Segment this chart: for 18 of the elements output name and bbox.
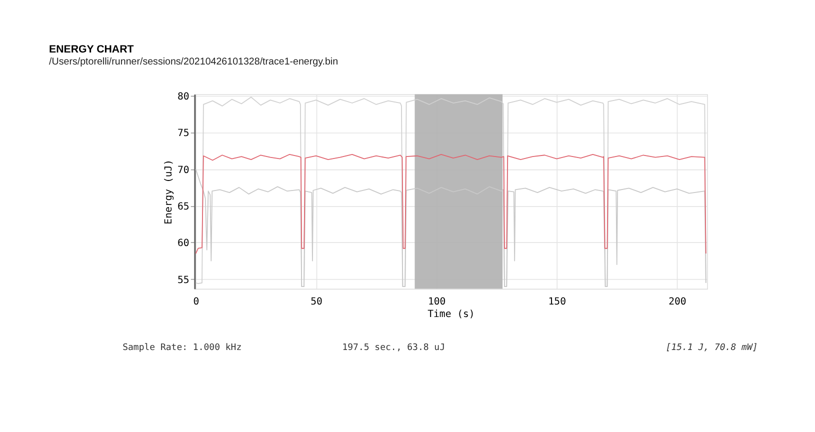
y-tick-label: 60	[177, 238, 190, 250]
x-axis-title: Time (s)	[428, 308, 475, 320]
x-tick-label: 200	[668, 296, 686, 308]
y-tick-label: 65	[177, 201, 190, 212]
x-tick-label: 50	[310, 296, 322, 308]
x-tick-label: 0	[193, 296, 200, 308]
text: ENERGY CHART	[49, 43, 134, 56]
chart-subtitle: /Users/ptorelli/runner/sessions/20210426101328/trace1-energy.bin	[49, 56, 338, 68]
y-tick-label: 55	[177, 274, 190, 286]
y-tick-label: 75	[177, 128, 190, 140]
text: 197.5 sec., 63.8 uJ	[342, 343, 445, 354]
y-tick-label: 80	[177, 91, 190, 102]
text: Sample Rate: 1.000 kHz	[122, 343, 242, 354]
x-tick-label: 150	[548, 296, 566, 308]
text: [15.1 J, 70.8 mW]	[666, 343, 758, 354]
y-axis-title: Energy (uJ)	[164, 159, 175, 224]
x-tick-label: 100	[428, 296, 446, 308]
y-tick-label: 70	[177, 164, 190, 176]
